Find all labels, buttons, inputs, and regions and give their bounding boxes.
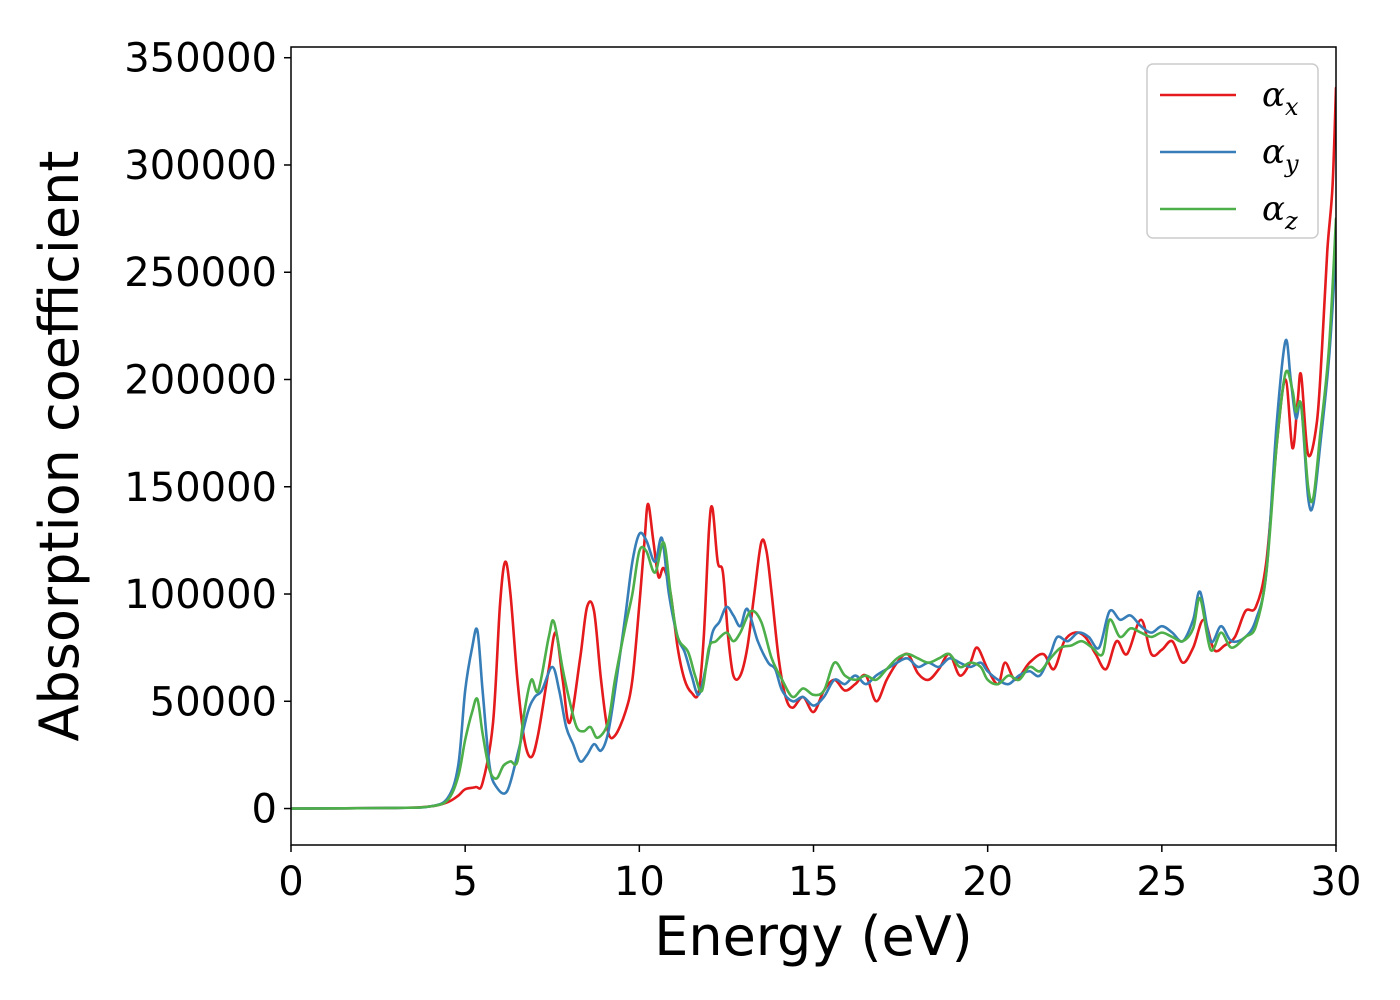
y-tick-label: 300000 — [124, 143, 277, 189]
y-axis-ticks: 0 50000 100000 150000 200000 250000 300000 3500… — [124, 36, 291, 833]
y-tick-label: 0 — [252, 787, 277, 833]
legend-label: αz — [1262, 189, 1298, 235]
legend-label: αx — [1262, 75, 1299, 121]
legend-item-z: αz — [1160, 189, 1298, 235]
y-tick-label: 200000 — [124, 358, 277, 404]
x-tick-label: 20 — [962, 859, 1013, 905]
series-line-z — [291, 217, 1336, 810]
x-tick-label: 25 — [1136, 859, 1187, 905]
y-tick-label: 50000 — [150, 679, 277, 725]
legend-label: αy — [1262, 132, 1299, 178]
x-tick-label: 0 — [278, 859, 303, 905]
plot-lines — [291, 86, 1336, 810]
legend: αx αy αz — [1146, 63, 1319, 239]
y-tick-label: 350000 — [124, 36, 277, 82]
y-axis-title: Absorption coefficient — [28, 151, 91, 742]
x-tick-label: 10 — [614, 859, 665, 905]
legend-item-y: αy — [1160, 132, 1299, 178]
x-tick-label: 5 — [452, 859, 477, 905]
y-tick-label: 250000 — [124, 250, 277, 296]
series-line-y — [291, 249, 1336, 810]
x-tick-label: 30 — [1311, 859, 1362, 905]
y-tick-label: 150000 — [124, 465, 277, 511]
x-axis-ticks: 0 5 10 15 20 25 30 — [278, 845, 1361, 905]
legend-item-x: αx — [1160, 75, 1299, 121]
x-axis-title: Energy (eV) — [654, 905, 973, 968]
x-tick-label: 15 — [788, 859, 839, 905]
y-tick-label: 100000 — [124, 572, 277, 618]
